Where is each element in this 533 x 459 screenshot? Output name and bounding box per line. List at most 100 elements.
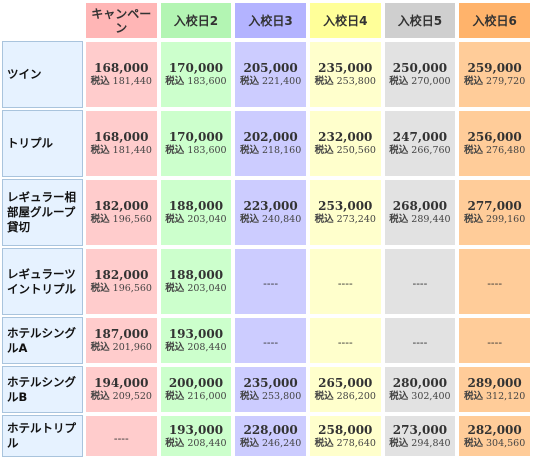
base-price: 223,000	[243, 199, 298, 213]
price-cell: 247,000 税込 266,760	[383, 110, 457, 177]
price-cell: ----	[234, 317, 307, 364]
price-cell: 187,000 税込 201,960	[84, 317, 158, 364]
tax-included-price: 税込 208,440	[161, 438, 232, 450]
tax-included-price: 税込 209,520	[86, 391, 157, 403]
tax-label: 税込	[389, 437, 409, 449]
room-type-label: レギュラー相部屋グループ貸切	[2, 179, 83, 246]
tax-price-value: 270,000	[408, 76, 451, 87]
tax-label: 税込	[165, 145, 185, 156]
base-price: 187,000	[94, 327, 149, 341]
tax-label: 税込	[463, 145, 483, 156]
tax-price-value: 196,560	[109, 214, 152, 225]
not-available-dash: ----	[263, 277, 279, 290]
tax-included-price: 税込 299,160	[459, 214, 530, 226]
price-cell: 228,000 税込 246,240	[234, 415, 307, 457]
tax-included-price: 税込 203,040	[161, 283, 232, 295]
tax-label: 税込	[314, 145, 334, 156]
tax-included-price: 税込 294,840	[385, 438, 456, 450]
tax-label: 税込	[165, 76, 185, 87]
tax-price-value: 203,040	[184, 214, 227, 225]
room-type-label: レギュラーツイントリプル	[2, 248, 83, 315]
price-cell: 200,000 税込 216,000	[159, 366, 233, 413]
room-type-label: ツイン	[2, 41, 83, 108]
tax-label: 税込	[165, 214, 185, 225]
tax-label: 税込	[90, 145, 110, 156]
price-cell: 232,000 税込 250,560	[308, 110, 382, 177]
tax-label: 税込	[314, 437, 334, 449]
base-price: 182,000	[94, 199, 149, 213]
tax-price-value: 253,800	[258, 391, 302, 402]
base-price: 280,000	[392, 376, 448, 390]
price-cell: 188,000 税込 203,040	[159, 179, 233, 246]
tax-label: 税込	[463, 214, 483, 225]
base-price: 168,000	[94, 130, 149, 144]
table-row: トリプル 168,000 税込 181,440 170,000 税込 183,600 20…	[2, 110, 531, 177]
tax-label: 税込	[90, 283, 110, 294]
tax-label: 税込	[314, 391, 334, 402]
tax-label: 税込	[314, 214, 334, 225]
tax-price-value: 278,640	[333, 437, 376, 449]
tax-price-value: 299,160	[482, 214, 526, 225]
price-cell: ----	[84, 415, 158, 457]
base-price: 259,000	[467, 61, 522, 75]
price-cell: 170,000 税込 183,600	[159, 41, 233, 108]
table-row: ツイン 168,000 税込 181,440 170,000 税込 183,600 205…	[2, 41, 531, 108]
column-header-label: 入校日5	[397, 13, 443, 28]
tax-included-price: 税込 276,480	[459, 145, 530, 157]
tax-label: 税込	[239, 214, 259, 225]
price-cell: 268,000 税込 289,440	[383, 179, 457, 246]
price-cell: 235,000 税込 253,800	[234, 366, 307, 413]
base-price: 289,000	[467, 376, 522, 390]
tax-label: 税込	[165, 391, 185, 402]
tax-label: 税込	[239, 391, 259, 402]
tax-included-price: 税込 240,840	[235, 214, 306, 226]
room-type-label: トリプル	[2, 110, 83, 177]
price-cell: 193,000 税込 208,440	[159, 317, 233, 364]
room-type-label: ホテルトリプル	[2, 415, 83, 457]
tax-price-value: 183,600	[184, 145, 227, 156]
tax-included-price: 税込 302,400	[385, 391, 456, 403]
price-cell: 168,000 税込 181,440	[84, 110, 158, 177]
tax-label: 税込	[463, 76, 483, 87]
tax-price-value: 208,440	[184, 437, 227, 449]
tax-price-value: 240,840	[258, 214, 302, 225]
table-row: レギュラー相部屋グループ貸切 182,000 税込 196,560 188,000 税込…	[2, 179, 531, 246]
tax-included-price: 税込 270,000	[385, 76, 456, 88]
corner-cell	[2, 2, 83, 39]
tax-price-value: 216,000	[184, 391, 227, 402]
price-cell: 282,000 税込 304,560	[458, 415, 531, 457]
tax-label: 税込	[389, 214, 409, 225]
price-cell: 170,000 税込 183,600	[159, 110, 233, 177]
table-row: ホテルトリプル ---- 193,000 税込 208,440 228,000 税込 24…	[2, 415, 531, 457]
price-cell: 256,000 税込 276,480	[458, 110, 531, 177]
base-price: 188,000	[168, 268, 224, 282]
base-price: 193,000	[168, 327, 224, 341]
tax-label: 税込	[239, 437, 259, 449]
base-price: 268,000	[392, 199, 448, 213]
column-header-label: 入校日2	[173, 13, 219, 28]
table-row: レギュラーツイントリプル 182,000 税込 196,560 188,000 税込 2…	[2, 248, 531, 315]
tax-price-value: 203,040	[184, 283, 227, 294]
price-cell: ----	[234, 248, 307, 315]
price-cell: 235,000 税込 253,800	[308, 41, 382, 108]
price-cell: ----	[458, 248, 531, 315]
base-price: 273,000	[392, 422, 448, 437]
price-cell: 182,000 税込 196,560	[84, 179, 158, 246]
base-price: 258,000	[318, 422, 373, 437]
price-cell: 193,000 税込 208,440	[159, 415, 233, 457]
base-price: 235,000	[243, 376, 298, 390]
column-header-label: 入校日3	[248, 13, 293, 28]
tax-price-value: 273,240	[333, 214, 376, 225]
tax-included-price: 税込 216,000	[161, 391, 232, 403]
tax-price-value: 302,400	[408, 391, 451, 402]
base-price: 182,000	[94, 268, 149, 282]
not-available-dash: ----	[337, 336, 353, 349]
base-price: 200,000	[168, 376, 224, 390]
base-price: 202,000	[243, 130, 298, 144]
tax-price-value: 221,400	[258, 76, 302, 87]
tax-included-price: 税込 181,440	[86, 76, 157, 88]
price-cell: 194,000 税込 209,520	[84, 366, 158, 413]
column-header-label: 入校日6	[472, 13, 517, 28]
base-price: 170,000	[168, 130, 224, 144]
price-cell: 223,000 税込 240,840	[234, 179, 307, 246]
